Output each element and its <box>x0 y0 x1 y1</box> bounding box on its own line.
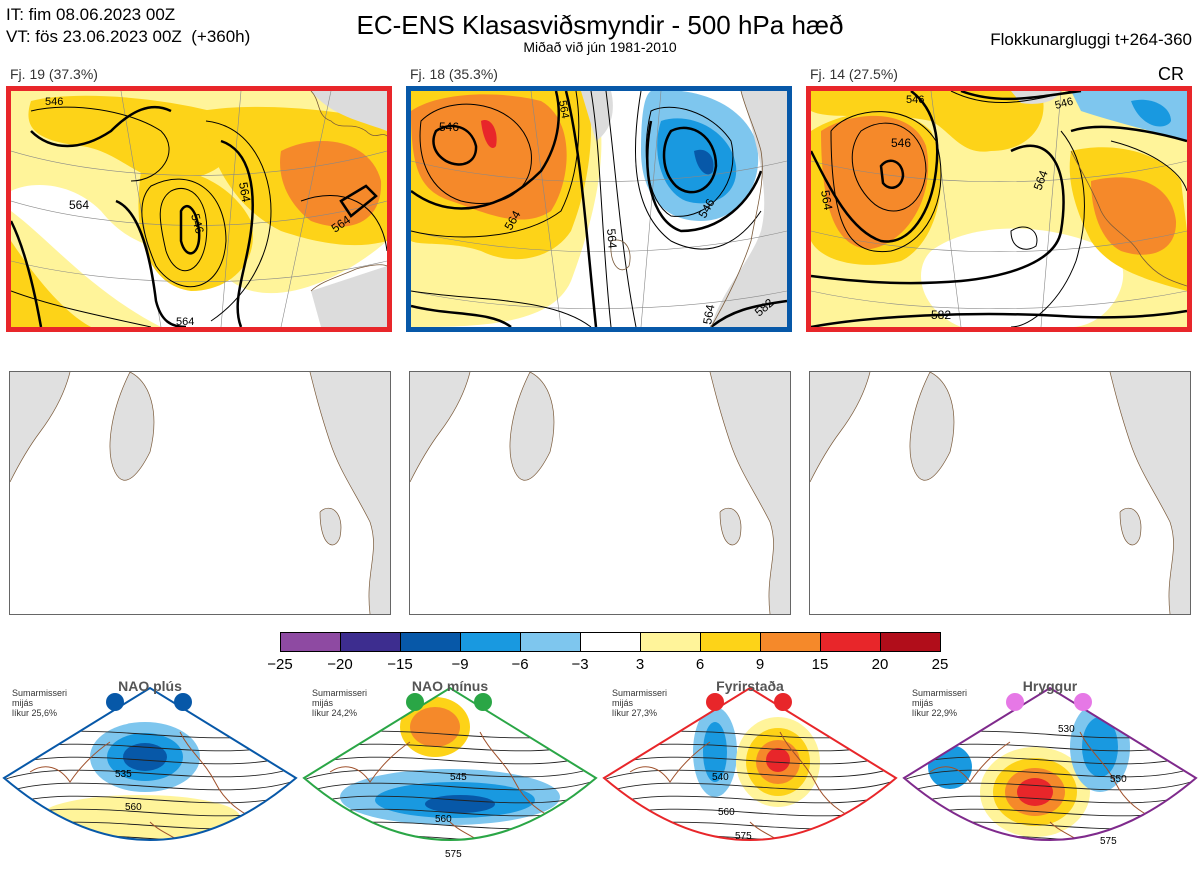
regime-contour-label: 560 <box>718 807 735 818</box>
regime-marker <box>774 693 792 711</box>
regime-map: 545 560 575 <box>300 672 600 871</box>
colorbar-segment <box>280 632 341 652</box>
colorbar-segment <box>340 632 401 652</box>
regime-marker <box>106 693 124 711</box>
blank-map-1 <box>9 371 391 615</box>
contour-label: 546 <box>439 120 459 134</box>
contour-label: 564 <box>818 189 835 211</box>
contour-label: 564 <box>176 316 194 327</box>
page-title: EC-ENS Klasasviðsmyndir - 500 hPa hæð <box>356 10 844 40</box>
regime-contour-label: 575 <box>735 831 752 842</box>
contour-label: 546 <box>188 212 207 235</box>
colorbar-segment <box>700 632 761 652</box>
regime-contour-label: 535 <box>115 769 132 780</box>
contour-label: 582 <box>931 308 951 322</box>
valid-time: VT: fös 23.06.2023 00Z (+360h) <box>6 27 251 46</box>
regime-meta: Sumarmisseri mijás líkur 22,9% <box>912 688 968 718</box>
regime-map-graphic: 535 560 <box>2 686 298 841</box>
regime-contour-label: 560 <box>435 814 452 825</box>
colorbar-segment <box>460 632 521 652</box>
page-subtitle: Miðað við jún 1981-2010 <box>523 39 677 55</box>
contour-label: 546 <box>45 96 63 108</box>
regime-map-graphic: 545 560 575 <box>302 686 598 860</box>
contour-label: 564 <box>556 99 571 119</box>
colorbar-tick-label: 20 <box>871 656 889 673</box>
regime-meta: Sumarmisseri mijás líkur 25,6% <box>12 688 68 718</box>
colorbar-tick-label: 6 <box>695 656 705 673</box>
cluster-map-2: 546 564 564 546 564 564 582 <box>406 86 792 332</box>
regime-map: 535 560 <box>0 672 300 871</box>
cluster-map-3-graphic: 546 546 546 564 564 582 <box>811 91 1187 327</box>
colorbar-segment <box>820 632 881 652</box>
regime-contour-label: 550 <box>1110 774 1127 785</box>
cluster-map-2-graphic: 546 564 564 546 564 564 582 <box>411 91 787 327</box>
colorbar-segment <box>520 632 581 652</box>
blank-map-2 <box>409 371 791 615</box>
regime-name: NAO plús <box>118 678 182 694</box>
colorbar-tick-label: −15 <box>387 656 413 673</box>
colorbar-tick-label: −9 <box>451 656 469 673</box>
blank-map-3 <box>809 371 1191 615</box>
contour-label: 546 <box>906 94 924 106</box>
regime-contour-label: 575 <box>1100 836 1117 847</box>
panel-3-label: Fj. 14 (27.5%) <box>810 66 898 82</box>
colorbar-segment <box>400 632 461 652</box>
regime-name: Fyrirstaða <box>716 678 784 694</box>
regime-marker <box>474 693 492 711</box>
panel-1-label: Fj. 19 (37.3%) <box>10 66 98 82</box>
blank-map-2-land <box>410 372 790 614</box>
contour-label: 564 <box>236 181 253 203</box>
colorbar <box>280 632 941 652</box>
regime-map-graphic: 540 560 575 <box>602 686 898 842</box>
colorbar-tick-label: 9 <box>755 656 765 673</box>
regime-contour-label: 575 <box>445 849 462 860</box>
colorbar-segment <box>640 632 701 652</box>
blank-map-3-land <box>810 372 1190 614</box>
regime-meta: Sumarmisseri mijás líkur 27,3% <box>612 688 668 718</box>
regime-name: Hryggur <box>1022 678 1078 694</box>
cluster-map-3: 546 546 546 564 564 582 <box>806 86 1192 332</box>
regime-meta: Sumarmisseri mijás líkur 24,2% <box>312 688 368 718</box>
cluster-map-1: 546 564 546 564 564 564 <box>6 86 392 332</box>
regime-map: 530 550 575 <box>900 672 1200 871</box>
colorbar-segment <box>760 632 821 652</box>
contour-label: 564 <box>69 198 89 212</box>
colorbar-segment <box>580 632 641 652</box>
regime-marker <box>406 693 424 711</box>
regime-contour-label: 530 <box>1058 724 1075 735</box>
cluster-map-1-graphic: 546 564 546 564 564 564 <box>11 91 387 327</box>
regime-marker <box>1006 693 1024 711</box>
panel-2-label: Fj. 18 (35.3%) <box>410 66 498 82</box>
regime-marker <box>706 693 724 711</box>
regime-map: 540 560 575 <box>600 672 900 871</box>
colorbar-tick-label: −3 <box>571 656 589 673</box>
regime-contour-label: 545 <box>450 772 467 783</box>
blank-map-1-land <box>10 372 390 614</box>
cr-label: CR <box>1158 64 1184 84</box>
contour-label: 564 <box>1031 168 1051 192</box>
init-time: IT: fim 08.06.2023 00Z <box>6 5 176 24</box>
colorbar-tick-label: 3 <box>635 656 645 673</box>
colorbar-tick-label: 25 <box>931 656 949 673</box>
header-dates: IT: fim 08.06.2023 00Z VT: fös 23.06.202… <box>6 4 250 48</box>
contour-label: 546 <box>1054 96 1075 112</box>
regime-name: NAO mínus <box>411 678 489 694</box>
regime-contour-label: 540 <box>712 772 729 783</box>
regime-marker <box>174 693 192 711</box>
regime-marker <box>1074 693 1092 711</box>
colorbar-tick-label: −6 <box>511 656 529 673</box>
colorbar-tick-label: −25 <box>267 656 293 673</box>
colorbar-segment <box>880 632 941 652</box>
regime-contour-label: 560 <box>125 802 142 813</box>
contour-label: 564 <box>604 228 620 249</box>
regime-map-graphic: 530 550 575 <box>902 686 1198 847</box>
colorbar-tick-label: −20 <box>327 656 353 673</box>
colorbar-tick-label: 15 <box>811 656 829 673</box>
contour-label: 564 <box>700 303 717 325</box>
classification-window: Flokkunargluggi t+264-360 <box>990 30 1192 49</box>
contour-label: 546 <box>891 136 911 150</box>
